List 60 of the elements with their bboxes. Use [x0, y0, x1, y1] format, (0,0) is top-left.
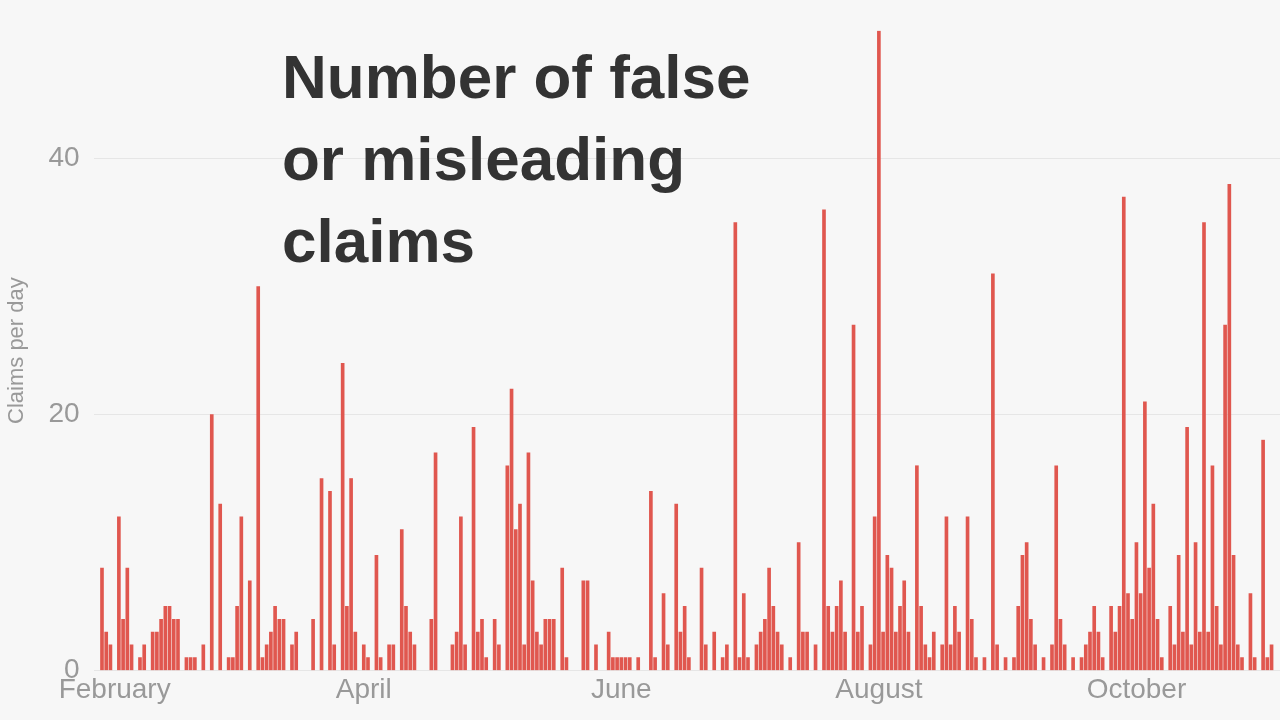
- y-tick-label: 20: [48, 397, 80, 429]
- bar: [822, 209, 826, 671]
- bar: [627, 657, 632, 671]
- bar: [725, 644, 729, 671]
- bar: [518, 503, 522, 671]
- bar: [543, 618, 548, 671]
- bar: [991, 273, 995, 671]
- x-tick-label: August: [835, 672, 923, 704]
- bar: [594, 644, 598, 671]
- bar: [560, 567, 565, 671]
- bar: [399, 529, 404, 671]
- bar: [649, 490, 653, 671]
- bar: [636, 657, 641, 671]
- bar: [902, 580, 907, 671]
- bar: [1185, 427, 1189, 671]
- bar: [674, 503, 679, 671]
- bar: [1092, 606, 1097, 671]
- x-tick-label: June: [590, 672, 652, 704]
- bar: [311, 618, 315, 671]
- bar: [361, 644, 366, 671]
- bar: [551, 618, 556, 671]
- bar: [480, 618, 484, 671]
- bar: [1121, 196, 1126, 671]
- bar: [1261, 439, 1265, 671]
- bar: [1202, 222, 1206, 671]
- bar: [619, 657, 624, 671]
- bar: [1143, 401, 1147, 671]
- bar: [1054, 465, 1059, 671]
- bar: [953, 606, 957, 671]
- bar: [733, 222, 738, 671]
- bar: [247, 580, 252, 671]
- x-tick-label: October: [1086, 672, 1187, 704]
- bar: [931, 631, 936, 671]
- bar: [1109, 606, 1113, 671]
- x-tick-label: April: [335, 672, 392, 704]
- text: Number of false or misleading claims: [282, 41, 752, 277]
- y-axis-title: Claims per day: [3, 277, 29, 424]
- bar: [256, 286, 261, 671]
- bar: [805, 631, 809, 671]
- bar: [1071, 657, 1075, 671]
- bar: [459, 516, 463, 671]
- bar: [387, 644, 391, 671]
- bar: [349, 478, 353, 671]
- bar: [741, 593, 746, 671]
- bar: [294, 631, 299, 671]
- bar: [915, 465, 919, 671]
- y-tick-label: 40: [48, 141, 80, 173]
- bar: [839, 580, 843, 671]
- bar: [273, 606, 277, 671]
- bar: [615, 657, 619, 671]
- bar: [239, 516, 244, 671]
- bar: [860, 606, 864, 671]
- bar: [712, 631, 717, 671]
- bar: [877, 30, 881, 671]
- bar: [328, 490, 332, 671]
- bar: [391, 644, 396, 671]
- bar: [1168, 606, 1173, 671]
- bar: [767, 567, 771, 671]
- bar: [788, 657, 793, 671]
- bar: [581, 580, 586, 671]
